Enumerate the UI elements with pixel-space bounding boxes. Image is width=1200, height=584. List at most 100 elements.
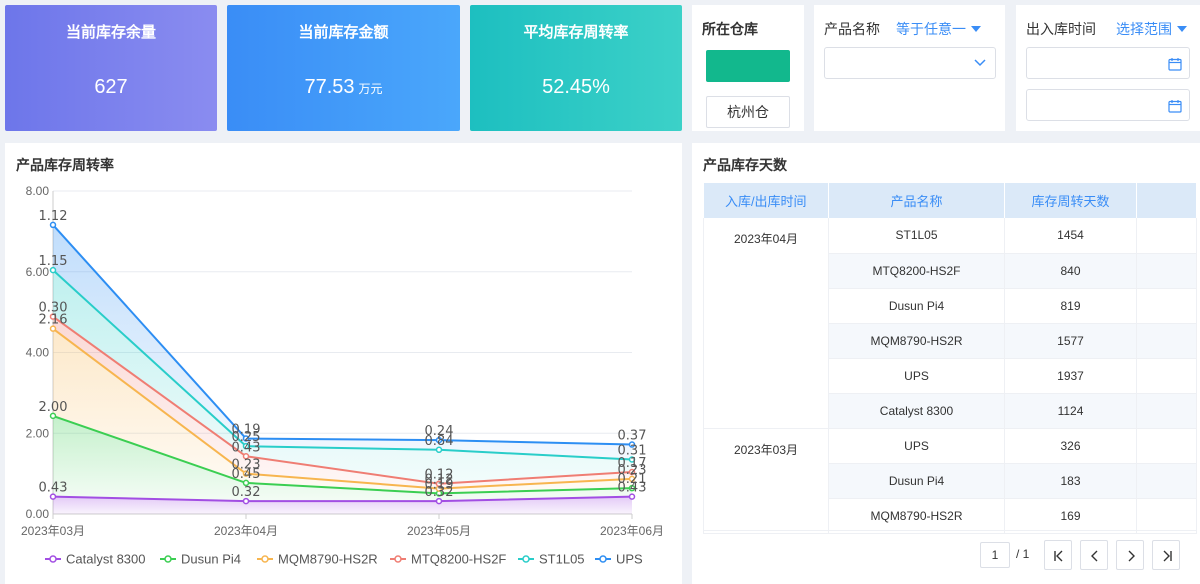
data-point[interactable] — [49, 493, 57, 500]
y-tick-label: 8.00 — [26, 184, 50, 198]
data-point[interactable] — [435, 436, 443, 444]
inventory-days-panel: 产品库存天数 入库/出库时间 产品名称 库存周转天数 2023年04月 ST1L… — [692, 143, 1200, 584]
time-cell: 2023年03月 — [703, 428, 829, 534]
data-point[interactable] — [242, 435, 250, 442]
data-point[interactable] — [435, 497, 443, 505]
y-tick-label: 2.00 — [26, 426, 50, 440]
data-label: 0.32 — [425, 485, 454, 500]
legend-swatch-dot[interactable] — [261, 555, 269, 563]
last-page-button[interactable] — [1152, 540, 1180, 570]
caret-down-icon — [971, 26, 981, 32]
kpi-unit: 万元 — [358, 82, 383, 96]
data-point[interactable] — [628, 456, 636, 463]
first-page-button[interactable] — [1044, 540, 1072, 570]
extra-cell — [1136, 463, 1197, 499]
column-header-product[interactable]: 产品名称 — [828, 183, 1005, 218]
data-point[interactable] — [242, 479, 250, 487]
product-select[interactable] — [824, 47, 996, 79]
data-point[interactable] — [628, 441, 636, 448]
data-point[interactable] — [49, 221, 57, 229]
kpi-value: 52.45% — [542, 76, 610, 98]
data-point[interactable] — [628, 493, 636, 500]
data-point[interactable] — [49, 266, 57, 274]
product-cell: UPS — [828, 358, 1005, 394]
data-label: 1.15 — [39, 254, 68, 269]
table-header-row: 入库/出库时间 产品名称 库存周转天数 — [703, 183, 1197, 218]
legend-item-label[interactable]: ST1L05 — [539, 552, 585, 567]
column-header-time[interactable]: 入库/出库时间 — [703, 183, 829, 218]
data-point[interactable] — [242, 453, 250, 460]
extra-cell — [1136, 358, 1197, 394]
table-row: 2023年04月 ST1L05 1454 — [703, 218, 1197, 429]
start-date-input[interactable] — [1026, 47, 1190, 79]
legend-item-label[interactable]: MQM8790-HS2R — [278, 552, 378, 567]
calendar-icon — [1168, 100, 1182, 113]
legend-swatch-dot[interactable] — [394, 555, 402, 563]
days-cell: 326 — [1004, 428, 1137, 464]
legend-swatch-dot[interactable] — [599, 555, 607, 563]
legend-item-label[interactable]: MTQ8200-HS2F — [411, 552, 506, 567]
page-number-input[interactable]: 1 — [980, 542, 1010, 568]
extra-cell — [1136, 498, 1197, 534]
data-point[interactable] — [628, 468, 636, 476]
turnover-chart: 0.00 2.00 4.00 6.00 8.00 0.43 0.32 0.32 0.43 2.00… — [21, 184, 664, 567]
data-point[interactable] — [628, 484, 636, 492]
data-point[interactable] — [435, 446, 443, 454]
data-point[interactable] — [49, 313, 57, 320]
data-label: 0.25 — [232, 430, 261, 445]
days-cell: 1124 — [1004, 393, 1137, 429]
product-filter-operator[interactable]: 等于任意一 — [896, 19, 981, 39]
extra-cell — [1136, 253, 1197, 289]
data-point[interactable] — [49, 325, 57, 332]
data-label: 0.19 — [425, 477, 454, 492]
kpi-value-row: 52.45% — [470, 76, 682, 99]
inventory-days-table: 入库/出库时间 产品名称 库存周转天数 2023年04月 ST1L05 1454… — [703, 183, 1197, 534]
data-label: 0.43 — [39, 481, 68, 496]
data-point[interactable] — [628, 475, 636, 483]
data-point[interactable] — [435, 480, 443, 487]
table-row: 2023年03月 UPS 326 — [703, 428, 1197, 534]
days-cell: 1454 — [1004, 218, 1137, 254]
warehouse-option-button[interactable]: 杭州仓 — [706, 96, 790, 128]
data-label: 2.00 — [39, 400, 68, 415]
time-cell: 2023年04月 — [703, 218, 829, 429]
legend-swatch-dot[interactable] — [164, 555, 172, 563]
x-tick-label: 2023年06月 — [600, 524, 664, 538]
data-label: 1.12 — [39, 209, 68, 224]
data-point[interactable] — [242, 442, 250, 450]
column-header-days[interactable]: 库存周转天数 — [1004, 183, 1137, 218]
legend-item-label[interactable]: UPS — [616, 552, 643, 567]
extra-cell — [1136, 218, 1197, 254]
calendar-icon — [1168, 58, 1182, 71]
data-point[interactable] — [242, 470, 250, 477]
data-label: 0.84 — [425, 434, 454, 449]
days-cell: 819 — [1004, 288, 1137, 324]
table-title: 产品库存天数 — [703, 157, 787, 173]
series-line — [52, 495, 633, 503]
legend-swatch-dot[interactable] — [49, 555, 57, 563]
data-label: 0.12 — [425, 468, 454, 483]
operator-text: 选择范围 — [1116, 21, 1172, 37]
legend-item-label[interactable]: Dusun Pi4 — [181, 552, 241, 567]
time-filter-operator[interactable]: 选择范围 — [1116, 19, 1187, 39]
series-line — [52, 269, 633, 461]
end-date-input[interactable] — [1026, 89, 1190, 121]
warehouse-color-swatch[interactable] — [706, 50, 790, 82]
extra-cell — [1136, 288, 1197, 324]
series-line — [52, 315, 633, 485]
prev-page-button[interactable] — [1080, 540, 1108, 570]
data-label: 0.23 — [232, 458, 261, 473]
data-label: 0.43 — [232, 440, 261, 455]
kpi-title: 当前库存金额 — [298, 24, 389, 41]
area-catalyst-8300 — [53, 496, 632, 514]
next-page-button[interactable] — [1116, 540, 1144, 570]
data-point[interactable] — [49, 412, 57, 420]
data-point[interactable] — [242, 497, 250, 505]
chevron-right-icon — [1128, 550, 1135, 562]
legend-item-label[interactable]: Catalyst 8300 — [66, 552, 146, 567]
first-page-icon — [1054, 550, 1063, 562]
turnover-chart-panel: 0.00 2.00 4.00 6.00 8.00 0.43 0.32 0.32 0.43 2.00… — [5, 143, 682, 584]
warehouse-filter-label: 所在仓库 — [702, 21, 758, 37]
legend-swatch-dot[interactable] — [522, 555, 530, 563]
table-row: Dusun Pi4 819 — [704, 288, 1197, 324]
